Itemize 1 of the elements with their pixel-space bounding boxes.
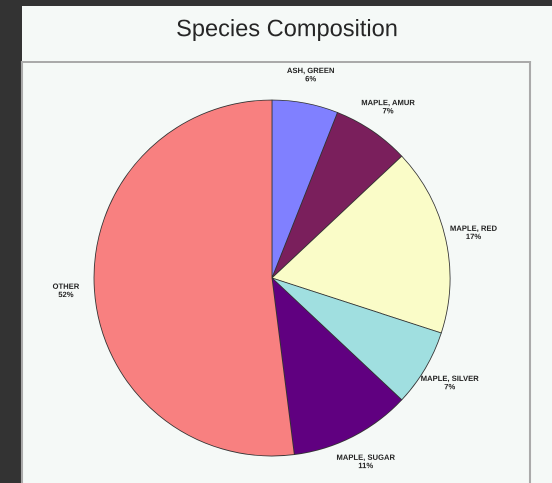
chart-title: Species Composition	[177, 18, 396, 42]
